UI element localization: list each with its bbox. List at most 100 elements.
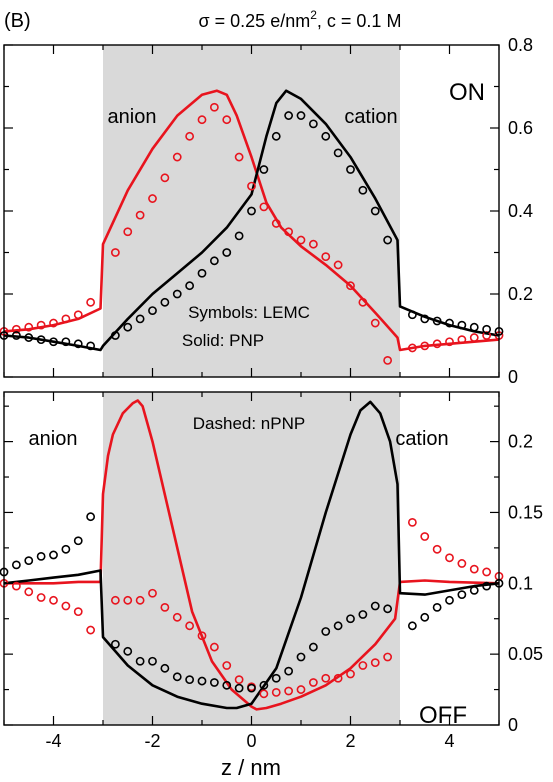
- data-point-cation: [333, 148, 343, 158]
- data-point-cation: [271, 131, 281, 141]
- data-point-anion: [61, 314, 71, 324]
- data-point-cation: [234, 231, 244, 241]
- axis-ticks: -4 -2 0 2 4 0 0.05 0.1 0.15 0.2: [3, 392, 543, 751]
- data-point-anion: [11, 581, 21, 591]
- data-point-cation: [135, 656, 145, 666]
- series-group: [0, 399, 504, 711]
- data-point-cation: [148, 656, 157, 666]
- data-point-cation: [358, 185, 368, 195]
- data-point-anion: [172, 612, 182, 622]
- data-point-anion: [407, 517, 417, 527]
- data-point-cation: [321, 627, 331, 636]
- data-point-cation: [445, 318, 454, 328]
- data-point-anion: [296, 685, 306, 694]
- x-tick-label: 0: [246, 731, 256, 751]
- data-point-cation: [445, 595, 454, 605]
- data-point-anion: [407, 343, 417, 353]
- data-point-anion: [358, 661, 368, 670]
- x-tick-label: 4: [444, 731, 454, 751]
- data-point-cation: [407, 310, 417, 320]
- y-tick-label: 0.8: [508, 35, 533, 55]
- data-point-anion: [333, 260, 343, 270]
- data-point-cation: [383, 604, 393, 614]
- data-point-cation: [172, 289, 182, 299]
- data-point-cation: [308, 119, 318, 129]
- data-point-anion: [482, 567, 492, 577]
- data-point-cation: [296, 652, 306, 662]
- data-point-anion: [36, 320, 46, 330]
- data-point-cation: [321, 131, 331, 141]
- y-tick-label: 0.2: [508, 284, 533, 304]
- data-point-anion: [346, 281, 355, 291]
- data-point-anion: [445, 337, 454, 347]
- data-point-anion: [457, 335, 467, 345]
- data-point-cation: [259, 165, 269, 174]
- data-point-anion: [469, 564, 479, 574]
- data-point-anion: [296, 235, 306, 245]
- data-point-anion: [234, 675, 244, 685]
- data-point-anion: [24, 587, 34, 597]
- data-point-cation: [110, 331, 120, 340]
- data-point-anion: [432, 544, 442, 554]
- x-axis-label: z / nm: [221, 755, 281, 780]
- data-point-anion: [36, 593, 46, 602]
- panel-label-off: OFF: [419, 702, 467, 729]
- data-point-anion: [445, 553, 454, 563]
- data-point-anion: [259, 202, 269, 212]
- data-point-anion: [308, 239, 318, 249]
- data-point-cation: [370, 601, 380, 611]
- data-point-anion: [209, 102, 219, 112]
- data-point-anion: [308, 678, 318, 687]
- data-point-anion: [73, 310, 83, 320]
- data-point-anion: [123, 595, 133, 605]
- x-tick-label: -2: [144, 731, 160, 751]
- data-point-cation: [24, 556, 34, 566]
- data-point-anion: [135, 595, 145, 605]
- y-tick-label: 0: [508, 367, 518, 387]
- shaded-band: [103, 45, 400, 377]
- x-tick-label: -4: [45, 731, 61, 751]
- data-point-anion: [284, 686, 294, 696]
- data-point-cation: [61, 544, 71, 554]
- data-point-cation: [123, 322, 133, 332]
- data-point-cation: [346, 614, 355, 624]
- y-tick-label: 0.1: [508, 573, 533, 593]
- data-point-anion: [11, 324, 21, 334]
- data-point-cation: [457, 590, 467, 600]
- data-point-anion: [346, 669, 355, 679]
- shaded-band: [103, 392, 400, 725]
- data-point-cation: [482, 324, 492, 334]
- shaded-region: [103, 45, 400, 377]
- data-point-cation: [135, 314, 145, 324]
- data-point-cation: [73, 339, 83, 349]
- data-point-anion: [284, 227, 294, 237]
- data-point-anion: [185, 621, 195, 631]
- data-point-anion: [457, 559, 467, 568]
- data-point-cation: [36, 335, 46, 345]
- data-point-cation: [346, 165, 355, 174]
- axis-ticks: 0 0.2 0.4 0.6 0.8: [3, 35, 533, 387]
- annotation-solid: Solid: PNP: [182, 331, 264, 350]
- data-point-cation: [222, 680, 232, 690]
- data-point-cation: [482, 581, 492, 591]
- data-point-anion: [49, 318, 58, 328]
- data-point-anion: [135, 210, 145, 220]
- data-point-anion: [432, 339, 442, 349]
- data-point-anion: [24, 322, 34, 332]
- data-point-cation: [123, 646, 133, 656]
- data-point-cation: [209, 256, 219, 266]
- series-line-anion: [4, 399, 500, 711]
- panel-off: -4 -2 0 2 400.050.10.150.2 OFF anion cation …: [0, 391, 543, 751]
- data-point-cation: [247, 206, 256, 216]
- series-label-cation-on: cation: [344, 106, 397, 128]
- series-line-cation: [3, 89, 500, 352]
- data-point-cation: [24, 333, 34, 342]
- data-point-cation: [61, 337, 71, 347]
- data-point-anion: [49, 595, 58, 605]
- data-point-cation: [160, 663, 170, 673]
- data-point-cation: [420, 612, 430, 622]
- data-point-anion: [420, 532, 430, 541]
- y-tick-label: 0.4: [508, 201, 533, 221]
- series-label-anion-off: anion: [29, 428, 78, 450]
